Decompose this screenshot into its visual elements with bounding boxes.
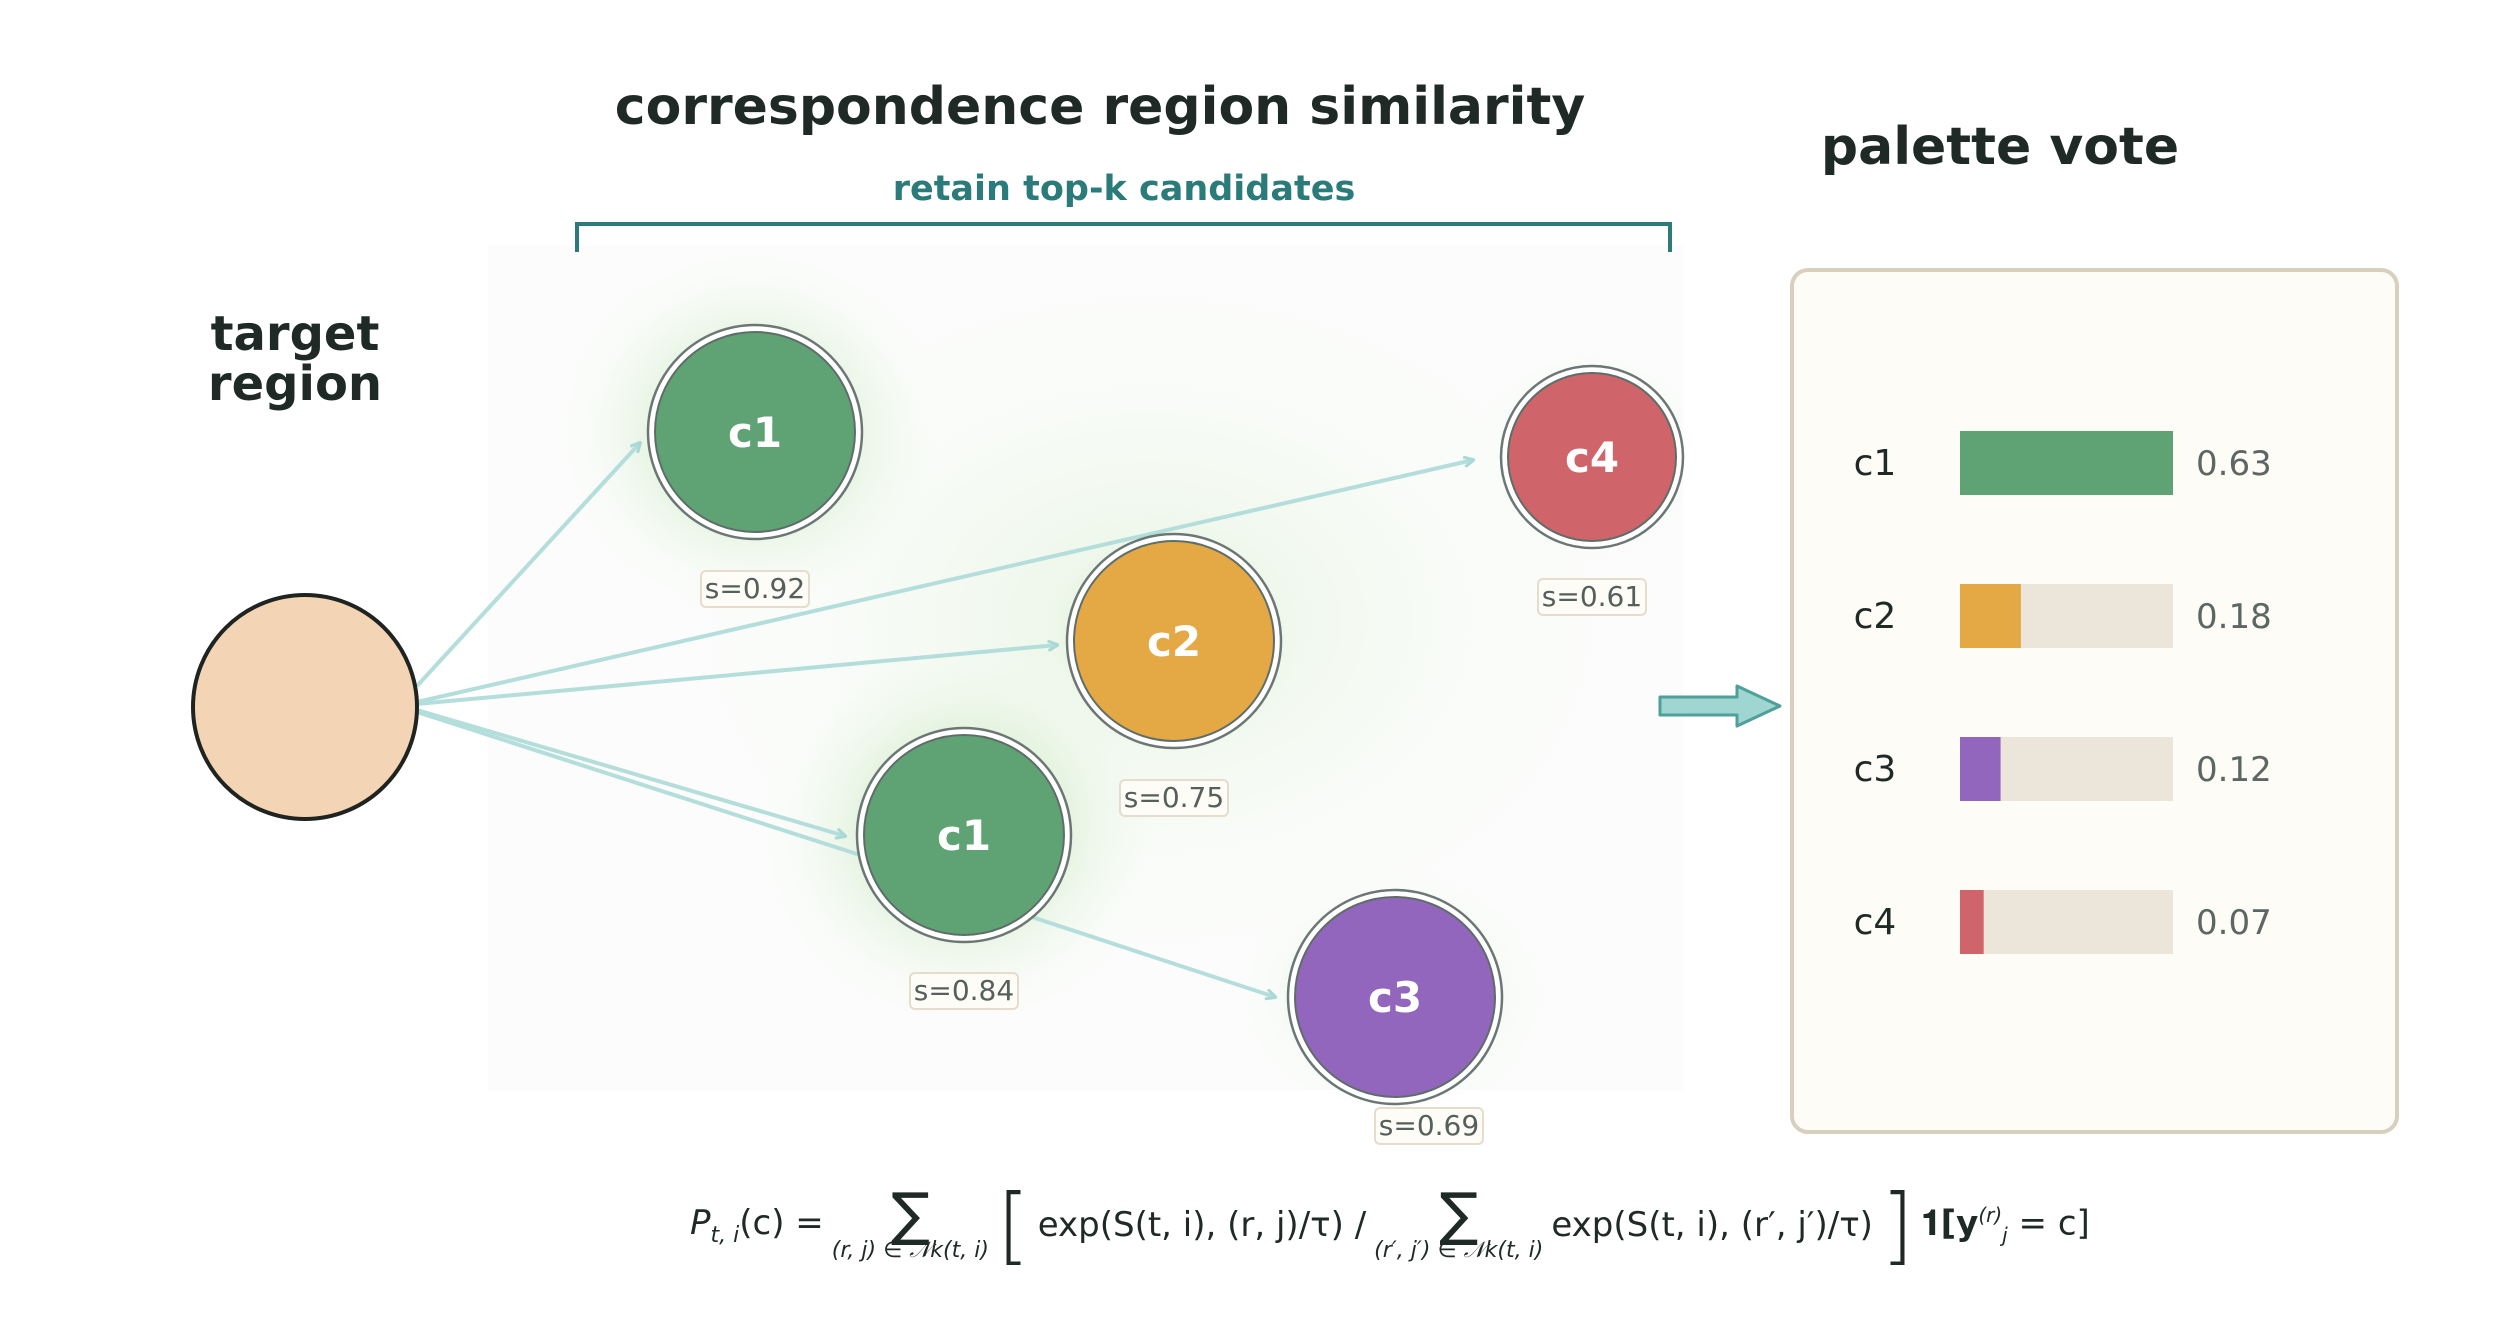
score-text: s=0.84 — [914, 974, 1014, 1007]
vote-row-c4: c4 0.07 — [1854, 890, 2272, 954]
top-k-bracket — [575, 222, 1672, 252]
formula-lhs: Pt, i(c) = — [690, 1202, 824, 1248]
main-title: correspondence region similarity — [615, 77, 1585, 137]
sum-operator-outer: ∑ (r, j) ∈ 𝒩k(t, i) — [831, 1179, 989, 1264]
vote-bar-track — [1960, 890, 2173, 954]
vote-row-c1: c1 0.63 — [1854, 431, 2272, 495]
score-tag-c2: s=0.75 — [1119, 779, 1229, 817]
edge-to-c4 — [416, 460, 1473, 704]
vote-title: palette vote — [1821, 117, 2179, 177]
candidate-node-c3: c3 — [1286, 888, 1504, 1106]
vote-row-c2: c2 0.18 — [1854, 584, 2272, 648]
candidate-node-c1-bottom: c1 — [855, 726, 1073, 944]
bracket-open: [ — [996, 1176, 1030, 1274]
vote-bar-fill — [1960, 431, 2173, 495]
vote-row-c3: c3 0.12 — [1854, 737, 2272, 801]
candidate-label: c4 — [1565, 433, 1619, 482]
bracket-close: ] — [1880, 1176, 1914, 1274]
formula-numerator: exp(S(t, i), (r, j)/τ) / — [1037, 1205, 1367, 1245]
candidate-label: c1 — [728, 408, 782, 457]
sum-operator-inner: ∑ (r′, j′) ∈ 𝒩k(t, i) — [1374, 1179, 1544, 1264]
target-label-line1: target — [211, 306, 380, 362]
candidate-node-c2: c2 — [1065, 532, 1283, 750]
score-tag-c1-bottom: s=0.84 — [909, 972, 1019, 1010]
candidate-label: c2 — [1147, 617, 1201, 666]
score-tag-c3: s=0.69 — [1374, 1107, 1484, 1145]
target-label-line2: region — [208, 356, 382, 412]
score-text: s=0.75 — [1124, 781, 1224, 814]
vote-value: 0.12 — [2196, 750, 2272, 790]
vote-panel — [1790, 268, 2399, 1134]
candidate-node-c4: c4 — [1499, 364, 1685, 550]
to-vote-arrow — [1658, 684, 1782, 728]
vote-value: 0.63 — [2196, 444, 2272, 484]
vote-rows: c1 0.63 c2 0.18 c3 0.12 c4 0.07 — [1854, 431, 2272, 954]
candidate-node-c1-top: c1 — [646, 323, 864, 541]
vote-label: c1 — [1854, 443, 1897, 484]
candidate-label: c1 — [937, 811, 991, 860]
vote-label: c3 — [1854, 749, 1897, 790]
target-region-node — [191, 593, 419, 821]
vote-bar-fill — [1960, 890, 1984, 954]
probability-formula: Pt, i(c) = ∑ (r, j) ∈ 𝒩k(t, i) [ exp(S(t,… — [690, 1176, 2090, 1274]
vote-bar-fill — [1960, 584, 2021, 648]
formula-indicator: 𝟏[y(r)j = c] — [1921, 1202, 2090, 1248]
vote-value: 0.07 — [2196, 903, 2272, 943]
score-tag-c4: s=0.61 — [1537, 578, 1647, 616]
bracket-label: retain top-k candidates — [893, 169, 1356, 209]
vote-value: 0.18 — [2196, 597, 2272, 637]
vote-bar-fill — [1960, 737, 2001, 801]
score-text: s=0.92 — [705, 572, 805, 605]
edges — [415, 443, 1473, 997]
edge-to-c2 — [416, 645, 1057, 706]
formula-denominator: exp(S(t, i), (r′, j′)/τ) — [1551, 1205, 1873, 1245]
vote-label: c4 — [1854, 902, 1897, 943]
edge-to-c1-bottom — [416, 708, 845, 836]
score-tag-c1-top: s=0.92 — [700, 570, 810, 608]
edge-to-c1-top — [415, 443, 640, 688]
score-text: s=0.61 — [1542, 580, 1642, 613]
score-text: s=0.69 — [1379, 1109, 1479, 1142]
vote-label: c2 — [1854, 596, 1897, 637]
candidate-label: c3 — [1368, 973, 1422, 1022]
